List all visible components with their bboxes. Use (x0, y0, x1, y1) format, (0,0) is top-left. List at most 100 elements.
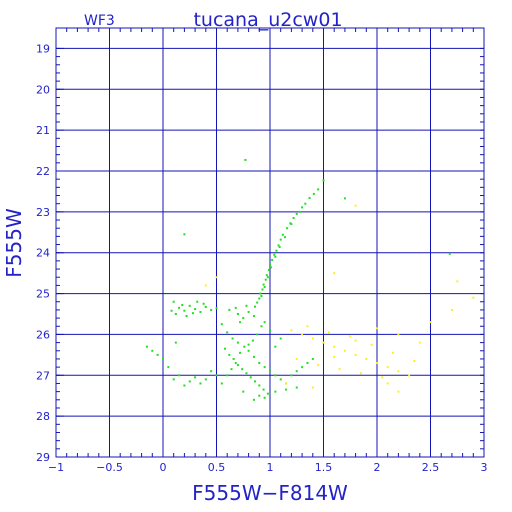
data-point (204, 306, 207, 309)
data-point (236, 364, 239, 367)
data-point (228, 353, 231, 356)
data-point (239, 351, 242, 354)
data-point (174, 341, 177, 344)
data-point (283, 236, 286, 239)
data-point (263, 286, 266, 289)
data-point (290, 329, 293, 332)
data-point (322, 179, 325, 182)
data-point (252, 315, 255, 318)
x-tick-label: 2 (374, 461, 381, 474)
data-point (392, 351, 395, 354)
data-point (292, 216, 295, 219)
y-tick-label: 26 (36, 328, 50, 341)
data-point (274, 255, 277, 258)
data-point (317, 364, 320, 367)
x-tick-label: −0.5 (96, 461, 123, 474)
data-point (386, 366, 389, 369)
data-point (258, 384, 261, 387)
data-point (220, 323, 223, 326)
data-point (204, 378, 207, 381)
data-point (322, 341, 325, 344)
data-point (275, 249, 278, 252)
data-point (245, 304, 248, 307)
grid-lines (55, 28, 485, 458)
data-point (258, 394, 261, 397)
data-point (429, 321, 432, 324)
data-points (145, 158, 475, 401)
data-point (269, 329, 271, 332)
y-tick-labels: 19 20 21 22 23 24 25 26 27 28 29 (36, 42, 50, 464)
data-point (247, 310, 250, 313)
data-point (262, 388, 265, 391)
data-point (472, 296, 475, 299)
data-point (210, 370, 213, 373)
data-point (450, 308, 453, 311)
data-point (258, 362, 261, 365)
data-point (220, 382, 223, 385)
x-tick-label: 0.5 (208, 461, 226, 474)
data-point (295, 357, 298, 360)
data-point (327, 331, 330, 334)
data-point (226, 331, 229, 334)
y-tick-label: 24 (36, 247, 50, 260)
data-point (188, 380, 191, 383)
y-tick-label: 21 (36, 124, 50, 137)
data-point (239, 321, 242, 324)
data-point (295, 212, 298, 215)
data-point (199, 382, 202, 385)
data-point (234, 362, 237, 365)
data-point (254, 380, 257, 383)
data-point (295, 370, 298, 373)
data-point (230, 368, 233, 371)
data-point (301, 206, 304, 209)
data-point (308, 196, 311, 199)
data-point (262, 283, 265, 286)
data-point (386, 382, 389, 385)
data-point (263, 366, 266, 369)
data-point (178, 306, 181, 309)
data-point (333, 272, 336, 275)
data-point (381, 376, 384, 379)
data-point (252, 398, 255, 401)
data-point (274, 390, 277, 393)
data-point (349, 335, 352, 338)
data-point (242, 317, 245, 320)
data-point (376, 327, 378, 330)
data-point (370, 343, 373, 346)
data-point (312, 192, 315, 195)
data-point (199, 310, 202, 313)
data-point (245, 372, 248, 375)
data-point (183, 384, 186, 387)
data-point (295, 386, 298, 389)
tick-marks (55, 28, 485, 458)
data-point (194, 308, 197, 311)
data-point (269, 263, 271, 266)
data-point (151, 349, 154, 352)
data-point (267, 268, 270, 271)
x-tick-label: −1 (48, 461, 64, 474)
data-point (259, 292, 262, 295)
data-point (194, 376, 197, 379)
data-point (178, 374, 181, 377)
y-tick-label: 22 (36, 165, 50, 178)
data-point (234, 306, 237, 309)
data-point (181, 304, 184, 307)
data-point (279, 378, 282, 381)
data-point (301, 333, 304, 336)
data-point (311, 337, 314, 340)
data-point (172, 300, 175, 303)
data-point (224, 347, 227, 350)
data-point (273, 253, 276, 256)
x-tick-label: 3 (481, 461, 488, 474)
data-point (236, 341, 239, 344)
y-tick-label: 27 (36, 369, 50, 382)
data-point (306, 362, 309, 365)
data-point (354, 339, 357, 342)
data-point (263, 321, 266, 324)
data-point (256, 333, 259, 336)
x-tick-label: 0 (160, 461, 167, 474)
data-point (354, 353, 357, 356)
x-axis-label: F555W−F814W (192, 481, 348, 505)
data-point (145, 345, 148, 348)
data-point (251, 339, 254, 342)
